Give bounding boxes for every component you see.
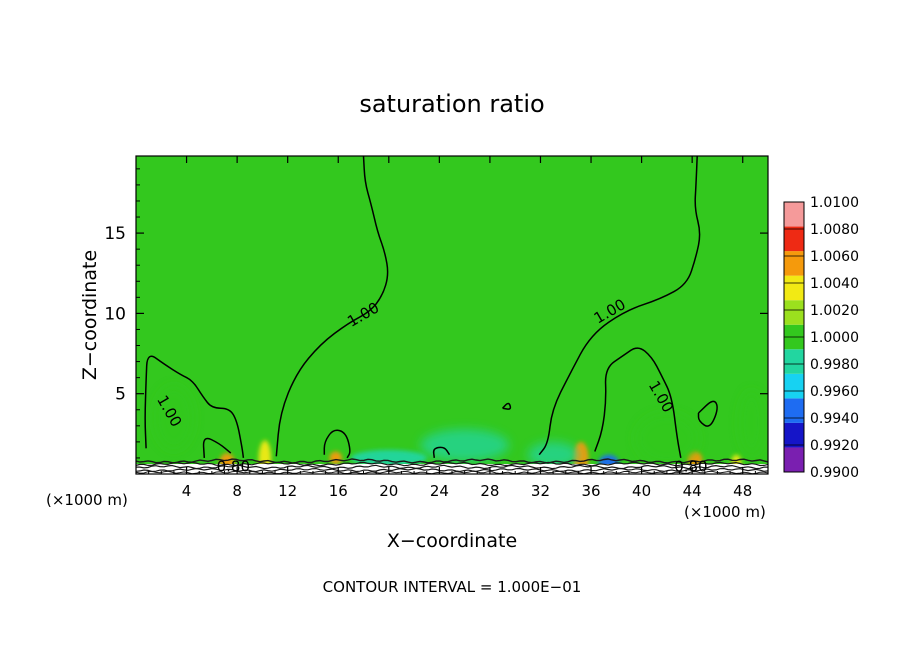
colorbar-label-2: 0.9940	[810, 411, 859, 427]
contour-line-0	[275, 156, 389, 457]
anomaly-blob-11	[350, 449, 427, 466]
surface-band	[136, 464, 768, 474]
x-tick-label-44: 44	[683, 482, 702, 500]
x-tick-label-8: 8	[232, 482, 242, 500]
surface-contour-4	[136, 467, 768, 473]
colorbar: 0.9900 0.9920 0.9940 0.9960 0.9980 1.0000 1.00…	[783, 195, 859, 481]
x-tick-label-24: 24	[430, 482, 449, 500]
x-axis-label: X−coordinate	[387, 530, 517, 552]
y-tick-label-10: 10	[104, 304, 126, 324]
contour-interval-note: CONTOUR INTERVAL = 1.000E−01	[323, 578, 582, 596]
contour-line-8	[432, 446, 451, 458]
x-tick-label-48: 48	[733, 482, 752, 500]
colorbar-label-5: 1.0000	[810, 330, 859, 346]
x-tick-label-12: 12	[278, 482, 297, 500]
contour-line-5	[323, 429, 351, 459]
anomaly-blob-10	[420, 429, 509, 462]
x-tick-label-20: 20	[379, 482, 398, 500]
x-tick-label-32: 32	[531, 482, 550, 500]
colorbar-swatch-9	[784, 226, 804, 252]
y-tick-label-5: 5	[115, 385, 126, 405]
colorbar-swatch-6	[784, 300, 804, 325]
chart-title: saturation ratio	[359, 90, 544, 118]
anomaly-blob-8	[635, 412, 699, 465]
contour-label-5: 0.80	[674, 457, 707, 475]
colorbar-swatch-3	[784, 373, 804, 399]
colorbar-label-0: 0.9900	[810, 465, 859, 481]
colorbar-swatch-0	[784, 447, 804, 472]
colorbar-swatch-1	[784, 422, 804, 448]
y-axis-label: Z−coordinate	[79, 250, 101, 380]
contour-line-3	[202, 437, 232, 458]
colorbar-label-6: 1.0020	[810, 303, 859, 319]
surface-contour-3	[136, 464, 768, 470]
colorbar-swatch-8	[784, 251, 804, 276]
surface-contour-1	[136, 458, 768, 464]
contour-label-4: 0.80	[217, 457, 250, 475]
contour-line-6	[697, 400, 718, 427]
colorbar-label-9: 1.0080	[810, 222, 859, 238]
colorbar-swatch-4	[784, 349, 804, 374]
colorbar-swatch-10	[784, 202, 804, 227]
anomaly-blob-2	[329, 451, 343, 465]
contour-line-4	[594, 347, 682, 459]
colorbar-label-8: 1.0060	[810, 249, 859, 265]
contour-line-1	[538, 156, 701, 456]
anomaly-blob-9	[738, 390, 765, 455]
plot-area: 1.00 1.001.00 1.000.80 0.80 4 8 12 16 20 24 28 32 3…	[104, 155, 769, 500]
x-tick-label-4: 4	[182, 482, 192, 500]
x-tick-label-28: 28	[480, 482, 499, 500]
colorbar-label-10: 1.0100	[810, 195, 859, 211]
colorbar-label-1: 0.9920	[810, 438, 859, 454]
contour-line-2	[144, 355, 245, 458]
x-tick-label-16: 16	[329, 482, 348, 500]
x-unit-left: (×1000 m)	[46, 491, 128, 509]
anomaly-blob-12	[527, 441, 579, 468]
colorbar-swatch-7	[784, 275, 804, 301]
colorbar-swatch-2	[784, 398, 804, 423]
contour-line-7	[502, 402, 512, 410]
colorbar-label-4: 0.9980	[810, 357, 859, 373]
colorbar-label-3: 0.9960	[810, 384, 859, 400]
x-tick-label-40: 40	[632, 482, 651, 500]
anomaly-blob-7	[153, 385, 195, 450]
x-unit-right: (×1000 m)	[684, 503, 766, 521]
y-tick-label-15: 15	[104, 224, 126, 244]
x-tick-label-36: 36	[581, 482, 600, 500]
colorbar-label-7: 1.0040	[810, 276, 859, 292]
surface-contour-2	[136, 461, 768, 467]
